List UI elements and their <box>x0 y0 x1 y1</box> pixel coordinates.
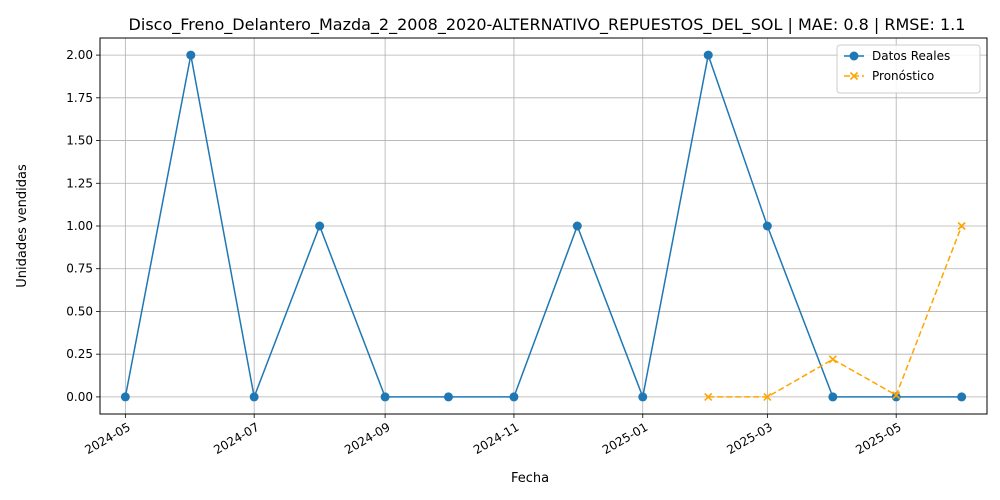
forecast-series <box>704 221 966 401</box>
forecast-point <box>828 355 837 364</box>
y-tick-label: 2.00 <box>66 48 93 62</box>
y-tick-label: 1.75 <box>66 91 93 105</box>
actual-point <box>572 221 582 231</box>
y-tick-label: 0.25 <box>66 347 93 361</box>
legend-forecast-label: Pronóstico <box>872 69 934 83</box>
actual-series-line <box>124 52 962 400</box>
y-tick-label: 1.00 <box>66 219 93 233</box>
x-axis-label: Fecha <box>511 471 549 486</box>
actual-point <box>509 392 519 402</box>
y-axis-ticks: 0.00 0.25 0.50 0.75 1.00 1.25 1.50 1.75 2.00 <box>66 48 100 404</box>
y-tick-label: 0.75 <box>66 262 93 276</box>
x-tick-label: 2025-01 <box>600 420 650 457</box>
legend-actual-point <box>849 51 859 61</box>
series-layer <box>120 50 967 402</box>
plot-frame <box>99 37 988 415</box>
legend-forecast-point <box>849 71 859 81</box>
y-tick-label: 0.50 <box>66 304 93 318</box>
forecast-point <box>957 221 966 231</box>
y-axis-label: Unidades vendidas <box>15 164 30 288</box>
actual-point <box>703 50 713 60</box>
actual-point <box>443 392 453 402</box>
grid-lines <box>100 38 987 414</box>
actual-point <box>120 392 130 402</box>
actual-point <box>186 50 196 60</box>
actual-point <box>638 392 648 402</box>
actual-series <box>120 50 967 402</box>
forecast-series-line <box>708 225 963 398</box>
legend-box <box>836 44 981 94</box>
legend: Datos Reales Pronóstico <box>836 44 981 94</box>
x-axis-ticks: 2024-05 2024-07 2024-09 2024-11 2025-01 2025-… <box>82 414 904 457</box>
actual-point <box>828 392 838 402</box>
x-tick-label: 2025-05 <box>853 420 903 457</box>
x-tick-label: 2024-11 <box>471 420 521 457</box>
actual-point <box>249 392 259 402</box>
y-tick-label: 1.50 <box>66 134 93 148</box>
actual-point <box>762 221 772 231</box>
actual-point <box>891 392 901 402</box>
actual-point <box>380 392 390 402</box>
x-tick-label: 2025-03 <box>724 420 774 457</box>
forecast-point <box>763 392 772 401</box>
y-tick-label: 1.25 <box>66 176 93 190</box>
actual-point <box>315 221 325 231</box>
x-tick-label: 2024-07 <box>211 420 261 457</box>
forecast-point <box>892 391 901 400</box>
actual-point <box>957 392 967 402</box>
x-tick-label: 2024-05 <box>82 420 132 457</box>
forecast-point <box>704 392 713 401</box>
y-tick-label: 0.00 <box>66 390 93 404</box>
chart-title: Disco_Freno_Delantero_Mazda_2_2008_2020-… <box>129 15 966 35</box>
legend-actual-label: Datos Reales <box>872 49 950 63</box>
x-tick-label: 2024-09 <box>342 420 392 457</box>
